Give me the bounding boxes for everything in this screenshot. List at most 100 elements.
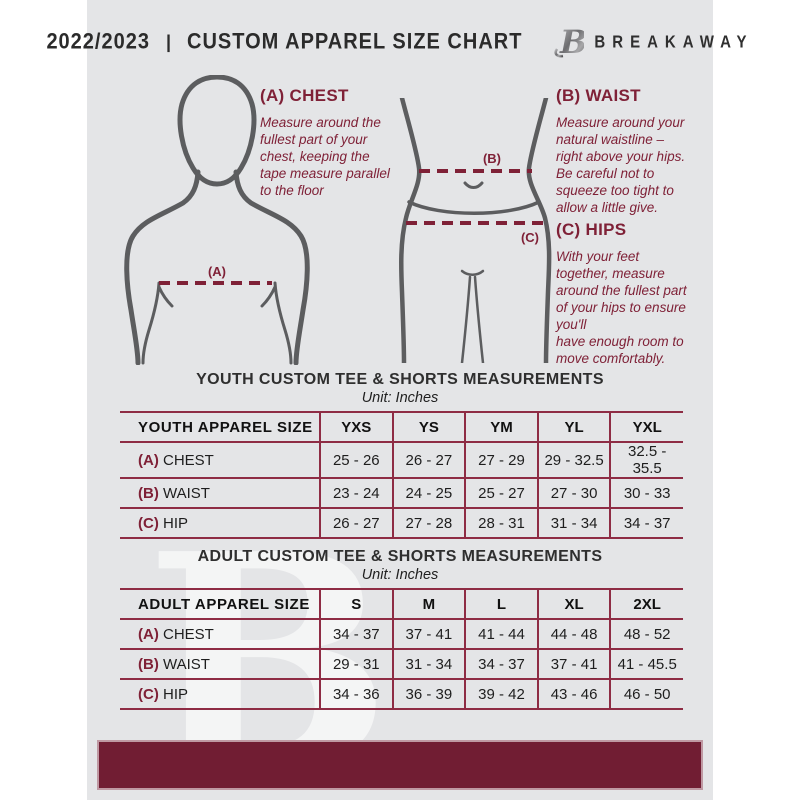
row-key: (A)	[138, 625, 159, 643]
size-cell: 39 - 42	[464, 679, 538, 709]
size-cell: 34 - 36	[319, 679, 393, 709]
adult-table-unit: Unit: Inches	[361, 567, 439, 583]
adult-table-title: ADULT CUSTOM TEE & SHORTS MEASUREMENTS	[197, 548, 603, 565]
size-cell: 23 - 24	[319, 478, 393, 508]
row-label: (C) HIP	[120, 679, 320, 709]
size-cell: 28 - 31	[464, 508, 538, 538]
brand-lockup: B BREAKAWAY	[554, 22, 753, 62]
size-header-xl: XL	[536, 589, 611, 619]
size-cell: 25 - 27	[464, 478, 538, 508]
youth-table-title: YOUTH CUSTOM TEE & SHORTS MEASUREMENTS	[196, 371, 604, 388]
size-cell: 43 - 46	[536, 679, 611, 709]
hip-line-label: (C)	[521, 230, 539, 245]
size-header-yl: YL	[536, 412, 611, 442]
waist-description: Measure around your natural waistline – …	[556, 115, 686, 215]
size-cell: 27 - 29	[464, 442, 538, 478]
size-header-s: S	[319, 589, 393, 619]
row-key: (C)	[138, 685, 159, 703]
size-cell: 24 - 25	[391, 478, 466, 508]
size-header-m: M	[391, 589, 466, 619]
size-cell: 41 - 44	[464, 619, 538, 649]
header-year: 2022/2023	[46, 29, 150, 54]
size-cell: 41 - 45.5	[609, 649, 683, 679]
adult-size-column-header: ADULT APPAREL SIZE	[138, 595, 310, 613]
size-header-yxl: YXL	[609, 412, 683, 442]
size-cell: 46 - 50	[609, 679, 683, 709]
table-row: (B) WAIST 29 - 31 31 - 34 34 - 37 37 - 4…	[120, 649, 683, 679]
row-key: (B)	[138, 655, 159, 673]
size-cell: 26 - 27	[319, 508, 393, 538]
chest-description: Measure around the fullest part of your …	[260, 115, 390, 198]
table-row: (A) CHEST 25 - 26 26 - 27 27 - 29 29 - 3…	[120, 442, 683, 478]
waist-hip-figure: (B) (C)	[399, 98, 552, 363]
row-label: (A) CHEST	[120, 619, 320, 649]
size-cell: 26 - 27	[391, 442, 466, 478]
size-cell: 31 - 34	[391, 649, 466, 679]
svg-text:B: B	[559, 23, 584, 61]
page-header: 2022/2023 | CUSTOM APPAREL SIZE CHART B	[46, 20, 746, 64]
size-cell: 32.5 - 35.5	[609, 442, 683, 478]
hips-outline	[399, 98, 552, 363]
row-label-text: HIP	[163, 685, 189, 703]
adult-size-table: ADULT APPAREL SIZE S M L XL 2XL (A) CHES…	[120, 588, 683, 710]
size-cell: 34 - 37	[464, 649, 538, 679]
size-header-2xl: 2XL	[609, 589, 683, 619]
size-cell: 37 - 41	[391, 619, 466, 649]
waist-line-label: (B)	[483, 151, 501, 166]
row-label-text: CHEST	[163, 625, 214, 643]
size-cell: 27 - 30	[536, 478, 611, 508]
youth-header-row: YOUTH APPAREL SIZE YXS YS YM YL YXL	[120, 412, 683, 442]
page-title: CUSTOM APPAREL SIZE CHART	[187, 29, 523, 54]
table-row: (B) WAIST 23 - 24 24 - 25 25 - 27 27 - 3…	[120, 478, 683, 508]
size-cell: 29 - 32.5	[536, 442, 611, 478]
table-row: (C) HIP 26 - 27 27 - 28 28 - 31 31 - 34 …	[120, 508, 683, 538]
breakaway-b-logo-icon: B	[554, 23, 584, 61]
size-cell: 37 - 41	[536, 649, 611, 679]
size-header-ys: YS	[391, 412, 466, 442]
size-cell: 48 - 52	[609, 619, 683, 649]
size-header-l: L	[464, 589, 538, 619]
size-cell: 30 - 33	[609, 478, 683, 508]
row-label-text: CHEST	[163, 451, 214, 469]
size-cell: 29 - 31	[319, 649, 393, 679]
row-label-text: WAIST	[163, 655, 210, 673]
row-label: (A) CHEST	[120, 442, 320, 478]
row-key: (B)	[138, 484, 159, 502]
youth-table-unit: Unit: Inches	[361, 390, 439, 406]
chest-section: (A) CHEST Measure around the fullest par…	[260, 86, 425, 199]
size-cell: 34 - 37	[609, 508, 683, 538]
table-row: (A) CHEST 34 - 37 37 - 41 41 - 44 44 - 4…	[120, 619, 683, 649]
size-cell: 31 - 34	[536, 508, 611, 538]
hips-section: (C) HIPS With your feet together, measur…	[556, 220, 716, 367]
waist-heading: (B) WAIST	[556, 86, 641, 105]
hips-description: With your feet together, measure around …	[556, 249, 687, 366]
size-chart-page: B 2022/2023 | CUSTOM APPAREL SIZE CHART	[46, 0, 747, 800]
table-row: (C) HIP 34 - 36 36 - 39 39 - 42 43 - 46 …	[120, 679, 683, 709]
youth-size-column-header: YOUTH APPAREL SIZE	[138, 418, 313, 436]
size-cell: 34 - 37	[319, 619, 393, 649]
footer-accent-bar	[97, 740, 703, 790]
row-key: (C)	[138, 514, 159, 532]
waist-section: (B) WAIST Measure around your natural wa…	[556, 86, 711, 216]
hips-heading: (C) HIPS	[556, 220, 627, 239]
row-label-text: HIP	[163, 514, 189, 532]
adult-header-row: ADULT APPAREL SIZE S M L XL 2XL	[120, 589, 683, 619]
row-label: (B) WAIST	[120, 478, 320, 508]
row-label: (C) HIP	[120, 508, 320, 538]
size-header-ym: YM	[464, 412, 538, 442]
size-cell: 25 - 26	[319, 442, 393, 478]
size-cell: 44 - 48	[536, 619, 611, 649]
row-label: (B) WAIST	[120, 649, 320, 679]
row-label-text: WAIST	[163, 484, 210, 502]
row-key: (A)	[138, 451, 159, 469]
chest-line-label: (A)	[208, 264, 226, 279]
header-separator: |	[165, 31, 172, 52]
chest-figure: (A)	[124, 75, 310, 365]
size-header-yxs: YXS	[319, 412, 393, 442]
size-cell: 27 - 28	[391, 508, 466, 538]
brand-name: BREAKAWAY	[594, 32, 754, 52]
chest-heading: (A) CHEST	[260, 86, 349, 105]
size-cell: 36 - 39	[391, 679, 466, 709]
youth-size-table: YOUTH APPAREL SIZE YXS YS YM YL YXL (A) …	[120, 411, 683, 539]
